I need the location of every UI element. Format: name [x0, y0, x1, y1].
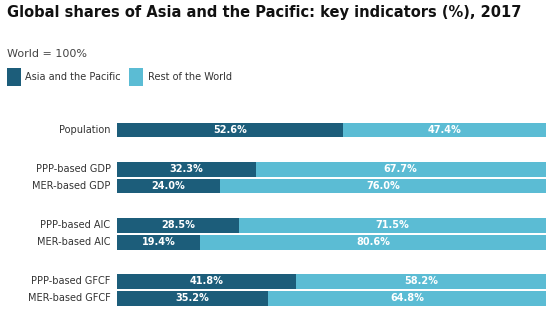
Text: World = 100%: World = 100%	[7, 49, 87, 59]
Bar	[296, 274, 546, 289]
Text: Population: Population	[59, 125, 110, 135]
Text: MER-based AIC: MER-based AIC	[37, 237, 110, 247]
Text: 58.2%: 58.2%	[404, 276, 438, 286]
Text: Rest of the World: Rest of the World	[148, 72, 232, 82]
Text: 80.6%: 80.6%	[356, 237, 390, 247]
Bar	[200, 235, 546, 250]
Text: 19.4%: 19.4%	[141, 237, 175, 247]
Text: 71.5%: 71.5%	[375, 220, 409, 230]
Text: 28.5%: 28.5%	[161, 220, 195, 230]
Bar	[117, 218, 239, 233]
Text: PPP-based GFCF: PPP-based GFCF	[31, 276, 110, 286]
Bar	[117, 291, 268, 306]
Bar	[239, 218, 546, 233]
Bar	[117, 274, 296, 289]
Text: 24.0%: 24.0%	[152, 181, 185, 191]
Bar	[117, 235, 200, 250]
Text: MER-based GDP: MER-based GDP	[32, 181, 110, 191]
Text: 32.3%: 32.3%	[169, 165, 203, 174]
Text: 41.8%: 41.8%	[190, 276, 223, 286]
Text: 76.0%: 76.0%	[366, 181, 400, 191]
Bar	[256, 162, 546, 177]
Text: Asia and the Pacific: Asia and the Pacific	[25, 72, 121, 82]
Bar	[220, 179, 546, 193]
Text: 47.4%: 47.4%	[427, 125, 461, 135]
Bar	[117, 162, 256, 177]
Bar	[117, 179, 220, 193]
Text: MER-based GFCF: MER-based GFCF	[28, 293, 110, 303]
Text: 67.7%: 67.7%	[384, 165, 418, 174]
Text: PPP-based GDP: PPP-based GDP	[36, 165, 110, 174]
Text: 52.6%: 52.6%	[213, 125, 247, 135]
Text: 64.8%: 64.8%	[390, 293, 424, 303]
Text: Global shares of Asia and the Pacific: key indicators (%), 2017: Global shares of Asia and the Pacific: k…	[7, 5, 521, 20]
Text: PPP-based AIC: PPP-based AIC	[41, 220, 110, 230]
Bar	[343, 123, 546, 138]
Text: 35.2%: 35.2%	[175, 293, 209, 303]
Bar	[268, 291, 546, 306]
Bar	[117, 123, 343, 138]
